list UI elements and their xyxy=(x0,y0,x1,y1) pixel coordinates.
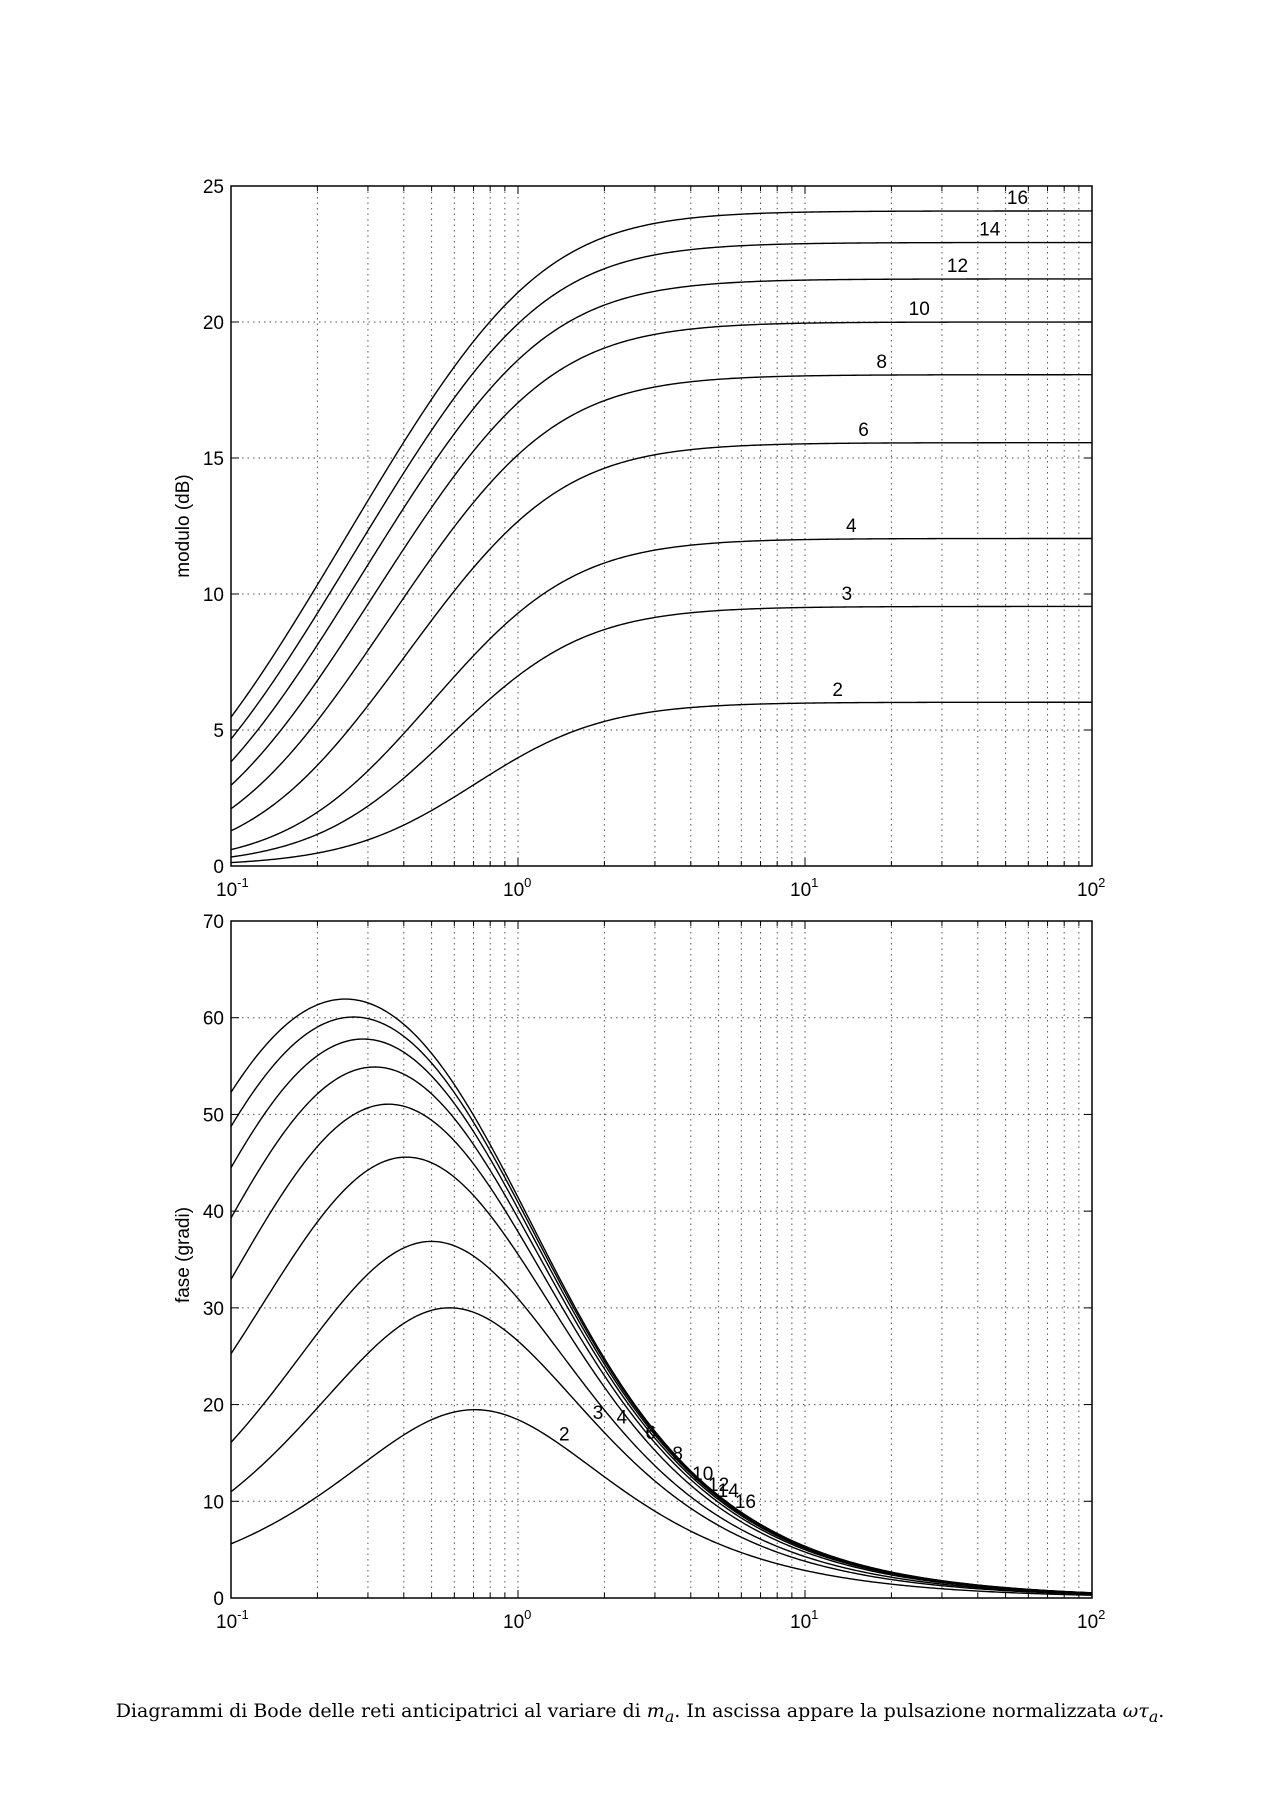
y-tick-label: 10 xyxy=(203,1492,224,1513)
y-tick-label: 15 xyxy=(203,449,224,470)
x-tick-labels: 10-1 100 101 102 xyxy=(216,875,1105,901)
series-line-16 xyxy=(230,998,1093,1594)
series-line-8 xyxy=(230,1103,1093,1594)
series-label-2: 2 xyxy=(559,1424,570,1445)
series-group xyxy=(230,998,1093,1596)
caption-text-end: . xyxy=(1158,1700,1165,1722)
grid xyxy=(231,186,1092,866)
y-tick-label: 25 xyxy=(203,177,224,198)
series-line-3 xyxy=(230,605,1092,858)
caption-var-m-sub: a xyxy=(664,1706,675,1726)
series-line-3 xyxy=(230,1307,1093,1596)
y-tick-label: 30 xyxy=(203,1299,224,1320)
caption-var-m: m xyxy=(646,1700,665,1722)
series-line-2 xyxy=(230,701,1092,864)
x-tick-label: 10-1 xyxy=(216,875,249,901)
series-label-16: 16 xyxy=(1007,188,1028,209)
y-tick-label: 60 xyxy=(203,1009,224,1030)
x-tick-label: 101 xyxy=(790,1607,818,1633)
series-label-12: 12 xyxy=(947,256,968,277)
y-tick-labels: 0 5 10 15 20 25 xyxy=(203,177,224,878)
series-line-6 xyxy=(230,1156,1093,1595)
tick-marks xyxy=(230,185,1092,867)
y-tick-label: 20 xyxy=(203,313,224,334)
series-label-2: 2 xyxy=(832,680,843,701)
plot-frame xyxy=(230,920,1093,1599)
y-tick-label: 10 xyxy=(203,585,224,606)
series-label-6: 6 xyxy=(858,420,869,441)
series-line-6 xyxy=(230,442,1092,832)
series-line-14 xyxy=(230,1016,1093,1594)
x-tick-label: 102 xyxy=(1077,1607,1105,1633)
series-line-2 xyxy=(230,1408,1093,1596)
y-tick-label: 5 xyxy=(213,721,224,742)
series-label-8: 8 xyxy=(876,352,887,373)
series-label-3: 3 xyxy=(842,584,853,605)
y-tick-label: 50 xyxy=(203,1105,224,1126)
series-line-12 xyxy=(230,1038,1093,1594)
caption-text-start: Diagrammi di Bode delle reti anticipatri… xyxy=(115,1700,647,1722)
series-label-3: 3 xyxy=(593,1403,604,1424)
series-line-16 xyxy=(230,210,1092,718)
caption-text-middle: . In ascissa appare la pulsazione normal… xyxy=(674,1700,1123,1722)
y-axis-label: modulo (dB) xyxy=(173,474,194,578)
series-line-10 xyxy=(230,321,1092,786)
series-label-10: 10 xyxy=(692,1464,713,1485)
series-labels: 16 14 12 10 8 6 4 3 2 xyxy=(832,188,1028,701)
series-label-14: 14 xyxy=(718,1481,740,1502)
x-tick-label: 100 xyxy=(503,1607,531,1633)
y-tick-label: 40 xyxy=(203,1202,224,1223)
x-tick-label: 102 xyxy=(1077,875,1105,901)
series-line-4 xyxy=(230,1240,1093,1595)
y-tick-labels: 0 10 20 30 40 50 60 70 xyxy=(203,912,224,1610)
caption-var-tau-sub: a xyxy=(1148,1706,1159,1726)
y-tick-label: 70 xyxy=(203,912,224,933)
x-tick-label: 10-1 xyxy=(216,1607,249,1633)
caption-var-omega-tau: ωτ xyxy=(1122,1700,1149,1722)
series-group xyxy=(230,210,1092,864)
series-label-12: 12 xyxy=(708,1475,729,1496)
series-label-6: 6 xyxy=(645,1423,656,1444)
series-label-10: 10 xyxy=(909,299,930,320)
y-tick-label: 20 xyxy=(203,1396,224,1417)
series-line-14 xyxy=(230,241,1092,740)
series-line-8 xyxy=(230,374,1092,810)
series-label-14: 14 xyxy=(979,220,1001,241)
x-tick-labels: 10-1 100 101 102 xyxy=(216,1607,1105,1633)
y-axis-label: fase (gradi) xyxy=(173,1207,194,1303)
grid xyxy=(231,921,1092,1598)
x-tick-label: 101 xyxy=(790,875,818,901)
figure-caption: Diagrammi di Bode delle reti anticipatri… xyxy=(0,1700,1280,1726)
series-line-10 xyxy=(230,1066,1093,1594)
series-label-8: 8 xyxy=(672,1444,683,1465)
series-label-4: 4 xyxy=(617,1408,628,1429)
series-line-12 xyxy=(230,278,1092,763)
tick-marks xyxy=(230,920,1092,1599)
y-tick-label: 0 xyxy=(213,1589,224,1610)
series-label-4: 4 xyxy=(846,516,857,537)
series-line-4 xyxy=(230,537,1092,851)
plot-frame xyxy=(230,185,1093,867)
x-tick-label: 100 xyxy=(503,875,531,901)
series-label-16: 16 xyxy=(735,1492,756,1513)
y-tick-label: 0 xyxy=(213,857,224,878)
